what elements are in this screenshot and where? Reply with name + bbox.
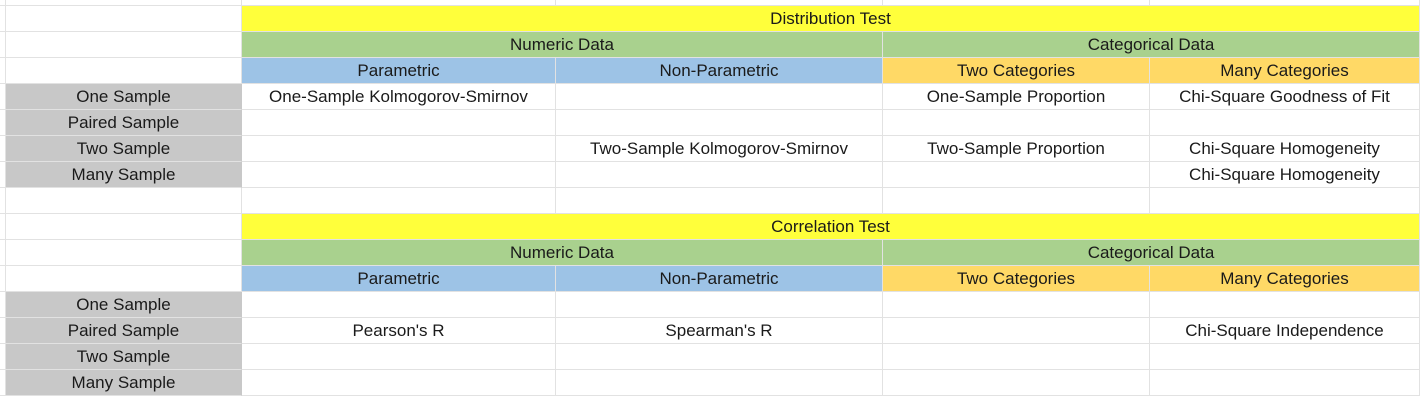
distribution-title[interactable]: Distribution Test (242, 6, 1420, 32)
row-label-two-sample[interactable]: Two Sample (6, 344, 242, 370)
cell[interactable] (6, 0, 242, 6)
cell[interactable] (556, 0, 883, 6)
cell[interactable] (6, 240, 242, 266)
table-cell[interactable]: Two-Sample Kolmogorov-Smirnov (556, 136, 883, 162)
edge-cell (0, 214, 6, 240)
cell[interactable] (6, 32, 242, 58)
table-cell[interactable] (1150, 110, 1420, 136)
table-cell[interactable]: Chi-Square Homogeneity (1150, 136, 1420, 162)
edge-cell (0, 110, 6, 136)
table-cell[interactable]: One-Sample Kolmogorov-Smirnov (242, 84, 556, 110)
edge-cell (0, 0, 6, 6)
cell[interactable] (242, 0, 556, 6)
cell[interactable] (556, 188, 883, 214)
correlation-parametric-header[interactable]: Parametric (242, 266, 556, 292)
edge-cell (0, 188, 6, 214)
table-cell[interactable] (242, 344, 556, 370)
row-label-one-sample[interactable]: One Sample (6, 84, 242, 110)
edge-cell (0, 136, 6, 162)
edge-cell (0, 58, 6, 84)
table-cell[interactable] (1150, 370, 1420, 396)
cell[interactable] (6, 58, 242, 84)
cell[interactable] (6, 6, 242, 32)
table-cell[interactable] (242, 370, 556, 396)
edge-cell (0, 32, 6, 58)
row-label-many-sample[interactable]: Many Sample (6, 162, 242, 188)
table-cell[interactable] (883, 110, 1150, 136)
edge-cell (0, 6, 6, 32)
distribution-two-categories-header[interactable]: Two Categories (883, 58, 1150, 84)
cell[interactable] (6, 214, 242, 240)
table-cell[interactable] (883, 162, 1150, 188)
table-cell[interactable] (242, 110, 556, 136)
table-cell[interactable] (1150, 292, 1420, 318)
table-cell[interactable] (556, 162, 883, 188)
cell[interactable] (883, 0, 1150, 6)
table-cell[interactable] (556, 110, 883, 136)
edge-cell (0, 162, 6, 188)
cell[interactable] (6, 188, 242, 214)
table-cell[interactable] (242, 292, 556, 318)
row-label-many-sample[interactable]: Many Sample (6, 370, 242, 396)
row-label-paired-sample[interactable]: Paired Sample (6, 318, 242, 344)
row-label-paired-sample[interactable]: Paired Sample (6, 110, 242, 136)
distribution-parametric-header[interactable]: Parametric (242, 58, 556, 84)
table-cell[interactable]: Two-Sample Proportion (883, 136, 1150, 162)
table-cell[interactable] (883, 292, 1150, 318)
table-cell[interactable] (883, 318, 1150, 344)
correlation-categorical-group[interactable]: Categorical Data (883, 240, 1420, 266)
table-cell[interactable] (242, 162, 556, 188)
cell[interactable] (242, 188, 556, 214)
cell[interactable] (883, 188, 1150, 214)
table-cell[interactable]: Spearman's R (556, 318, 883, 344)
correlation-title[interactable]: Correlation Test (242, 214, 1420, 240)
row-label-one-sample[interactable]: One Sample (6, 292, 242, 318)
edge-cell (0, 266, 6, 292)
table-cell[interactable]: Pearson's R (242, 318, 556, 344)
distribution-non-parametric-header[interactable]: Non-Parametric (556, 58, 883, 84)
table-cell[interactable] (883, 370, 1150, 396)
edge-cell (0, 344, 6, 370)
distribution-numeric-group[interactable]: Numeric Data (242, 32, 883, 58)
row-label-two-sample[interactable]: Two Sample (6, 136, 242, 162)
correlation-non-parametric-header[interactable]: Non-Parametric (556, 266, 883, 292)
table-cell[interactable]: Chi-Square Homogeneity (1150, 162, 1420, 188)
distribution-many-categories-header[interactable]: Many Categories (1150, 58, 1420, 84)
table-cell[interactable] (883, 344, 1150, 370)
table-cell[interactable] (242, 136, 556, 162)
table-cell[interactable] (556, 370, 883, 396)
correlation-many-categories-header[interactable]: Many Categories (1150, 266, 1420, 292)
edge-cell (0, 292, 6, 318)
table-cell[interactable] (556, 344, 883, 370)
cell[interactable] (1150, 188, 1420, 214)
table-cell[interactable]: Chi-Square Goodness of Fit (1150, 84, 1420, 110)
edge-cell (0, 370, 6, 396)
correlation-numeric-group[interactable]: Numeric Data (242, 240, 883, 266)
edge-cell (0, 318, 6, 344)
table-cell[interactable]: Chi-Square Independence (1150, 318, 1420, 344)
distribution-categorical-group[interactable]: Categorical Data (883, 32, 1420, 58)
table-cell[interactable] (556, 84, 883, 110)
table-cell[interactable]: One-Sample Proportion (883, 84, 1150, 110)
edge-cell (0, 240, 6, 266)
cell[interactable] (6, 266, 242, 292)
table-cell[interactable] (1150, 344, 1420, 370)
correlation-two-categories-header[interactable]: Two Categories (883, 266, 1150, 292)
edge-cell (0, 84, 6, 110)
table-cell[interactable] (556, 292, 883, 318)
